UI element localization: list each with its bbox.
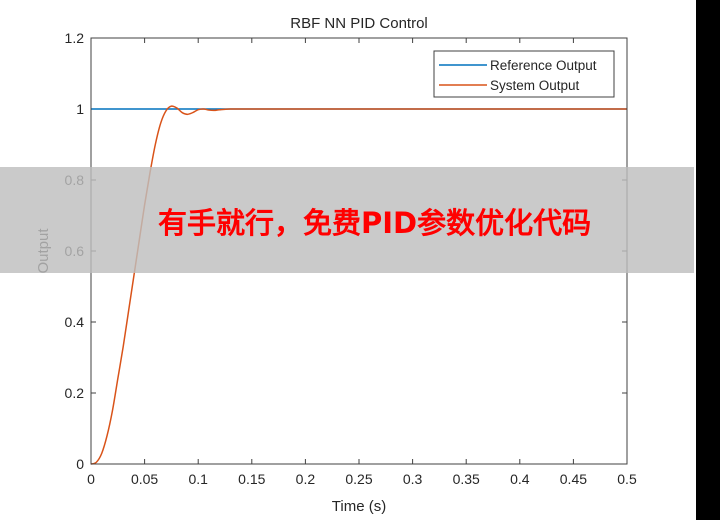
x-tick-label: 0.45 — [560, 471, 587, 487]
chart-title: RBF NN PID Control — [290, 15, 428, 32]
y-tick-label: 0 — [76, 456, 84, 472]
x-tick-label: 0.3 — [403, 471, 423, 487]
legend-box — [433, 50, 615, 98]
y-tick-label: 0.2 — [65, 385, 85, 401]
x-axis-ticks: 0 0.05 0.1 0.15 0.2 0.25 0.3 0.35 0.4 0.45 0.5 — [87, 38, 637, 487]
x-tick-label: 0.4 — [510, 471, 530, 487]
watermark-banner-text: 有手就行，免费PID参数优化代码 — [158, 206, 592, 240]
x-tick-label: 0.15 — [238, 471, 265, 487]
edge-separator — [694, 0, 696, 520]
black-edge-strip — [696, 0, 720, 520]
series-layer — [90, 105, 627, 465]
x-axis-label: Time (s) — [332, 498, 386, 515]
y-tick-label: 1.2 — [65, 30, 85, 46]
x-tick-label: 0.05 — [131, 471, 158, 487]
x-tick-label: 0.2 — [296, 471, 316, 487]
x-tick-label: 0.35 — [453, 471, 480, 487]
y-tick-label: 1 — [76, 101, 84, 117]
legend: Reference Output System Output — [433, 50, 615, 98]
watermark-banner — [0, 167, 694, 273]
x-tick-label: 0.25 — [345, 471, 372, 487]
x-tick-label: 0.1 — [188, 471, 208, 487]
y-tick-label: 0.4 — [65, 314, 85, 330]
series-line-system — [90, 105, 627, 465]
legend-label-reference: Reference Output — [490, 58, 597, 73]
x-tick-label: 0.5 — [617, 471, 637, 487]
legend-label-system: System Output — [490, 78, 580, 93]
x-tick-label: 0 — [87, 471, 95, 487]
